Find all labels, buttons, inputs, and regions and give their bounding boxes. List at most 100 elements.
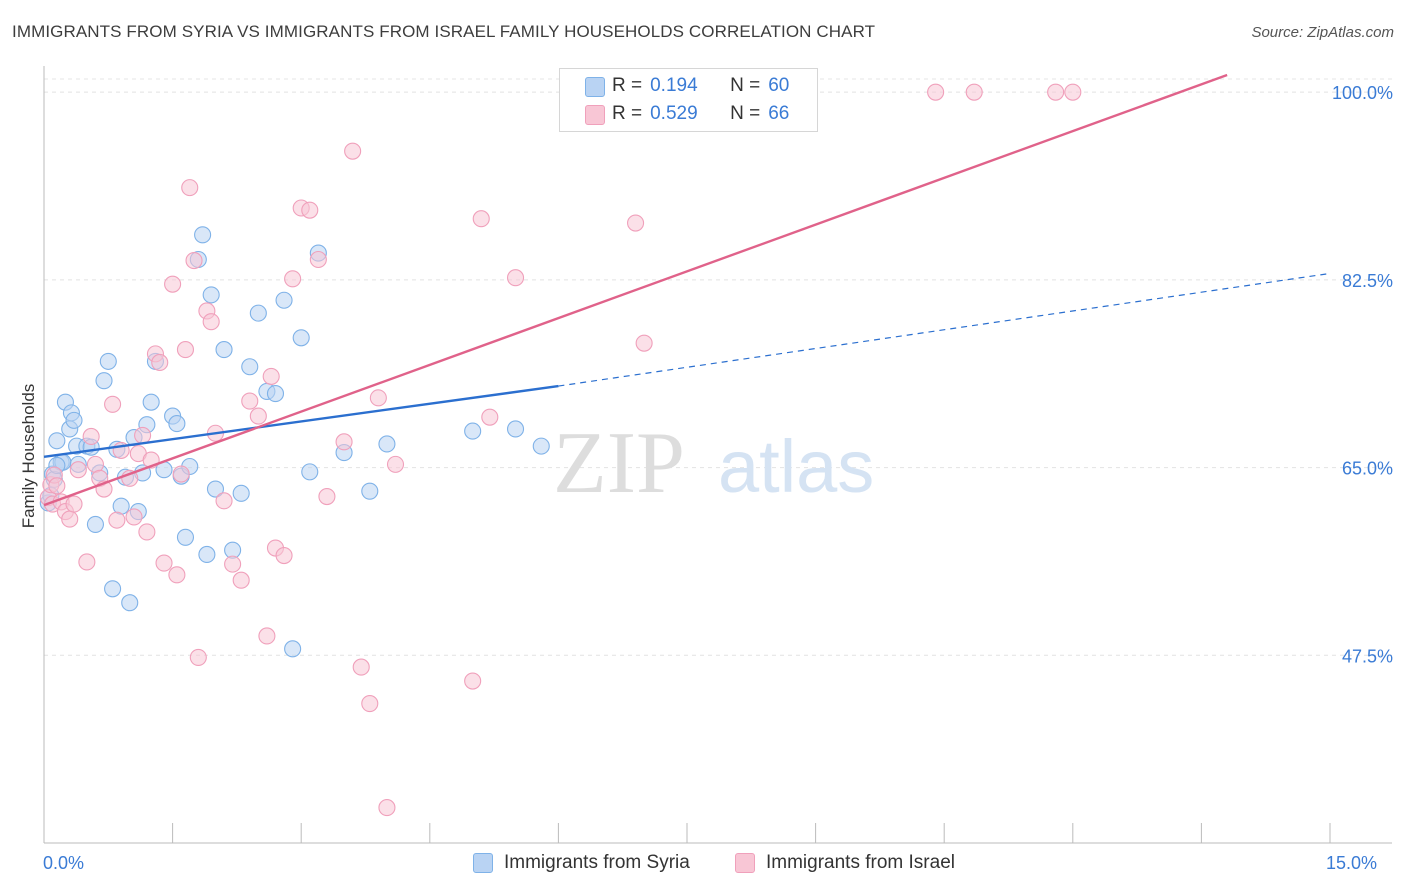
series-legend-label: Immigrants from Syria	[504, 852, 690, 873]
israel-point	[202, 313, 220, 331]
israel-point	[361, 695, 379, 713]
israel-point	[301, 201, 319, 219]
israel-point	[965, 83, 983, 101]
legend-r-label: R =	[612, 75, 643, 96]
watermark-zip: ZIP	[553, 415, 685, 512]
israel-point	[506, 269, 525, 287]
israel-point	[65, 495, 83, 513]
israel-point	[181, 179, 199, 197]
israel-point	[215, 492, 233, 510]
legend-row-syria: R = 0.194 N = 60	[585, 73, 790, 99]
syria-point	[241, 358, 259, 376]
israel-point	[352, 658, 370, 676]
y-tick-label: 47.5%	[1342, 646, 1393, 666]
syria-point	[232, 484, 250, 502]
israel-point	[134, 426, 152, 444]
legend-n-value: 60	[768, 75, 790, 96]
y-tick-label: 100.0%	[1332, 83, 1393, 103]
syria-point	[249, 304, 267, 322]
israel-point	[172, 465, 190, 483]
israel-point	[176, 341, 195, 359]
legend-swatch-israel	[585, 105, 605, 125]
syria-trend-extension	[558, 272, 1331, 387]
syria-point	[378, 435, 396, 453]
syria-point	[202, 286, 220, 304]
israel-point	[472, 210, 490, 228]
israel-point	[61, 510, 79, 528]
legend-r-value: 0.194	[650, 75, 698, 96]
israel-point	[369, 389, 387, 407]
syria-point	[506, 420, 525, 438]
israel-point	[48, 477, 66, 495]
series-swatch-syria	[473, 853, 493, 873]
chart-title: IMMIGRANTS FROM SYRIA VS IMMIGRANTS FROM…	[12, 22, 876, 41]
israel-trend-line	[43, 73, 1228, 507]
syria-point	[121, 594, 139, 612]
y-axis-title: Family Households	[19, 384, 38, 529]
israel-point	[249, 407, 267, 425]
x-tick-label-max: 15.0%	[1326, 853, 1378, 873]
israel-point	[635, 334, 653, 352]
israel-point	[185, 252, 203, 270]
syria-point	[99, 352, 117, 370]
israel-point	[275, 546, 293, 565]
correlation-legend: R = 0.194 N = 60 R = 0.529 N = 66	[559, 68, 818, 132]
legend-row-israel: R = 0.529 N = 66	[585, 101, 789, 127]
legend-r-value: 0.529	[650, 103, 698, 124]
legend-n-label: N =	[730, 75, 761, 96]
israel-point	[284, 270, 302, 288]
israel-point	[258, 627, 276, 645]
israel-point	[168, 566, 186, 584]
series-legend-syria[interactable]: Immigrants from Syria	[473, 852, 690, 874]
israel-point	[155, 554, 173, 572]
israel-point	[82, 427, 100, 446]
israel-point	[1047, 83, 1065, 101]
syria-point	[142, 393, 160, 411]
syria-point	[206, 480, 225, 498]
syria-point	[284, 640, 302, 658]
series-swatch-israel	[735, 853, 755, 873]
israel-point	[138, 523, 156, 541]
syria-point	[194, 226, 212, 244]
israel-point	[78, 553, 96, 571]
israel-point	[344, 142, 362, 160]
israel-point	[464, 672, 482, 690]
israel-point	[151, 353, 169, 372]
syria-point	[95, 372, 113, 390]
series-legend: Immigrants from Syria Immigrants from Is…	[0, 852, 1406, 878]
israel-point	[104, 395, 122, 413]
israel-point	[108, 511, 126, 529]
israel-point	[262, 367, 280, 385]
israel-point	[69, 461, 87, 479]
syria-point	[464, 422, 482, 440]
watermark-atlas: atlas	[718, 425, 874, 508]
israel-point	[927, 83, 945, 101]
syria-point	[176, 528, 195, 546]
israel-point	[232, 571, 250, 589]
israel-point	[386, 455, 405, 473]
israel-point	[125, 508, 143, 526]
israel-point	[241, 392, 259, 410]
israel-point	[189, 648, 207, 666]
syria-point	[532, 437, 550, 455]
syria-point	[361, 482, 379, 500]
source-label: Source: ZipAtlas.com	[1251, 24, 1394, 41]
syria-point	[48, 432, 66, 450]
syria-point	[86, 515, 104, 533]
y-tick-label: 65.0%	[1342, 459, 1393, 479]
syria-point	[275, 291, 293, 309]
legend-swatch-syria	[585, 77, 605, 97]
israel-point	[224, 555, 242, 573]
legend-r-label: R =	[612, 103, 643, 124]
israel-point	[627, 214, 645, 232]
syria-point	[198, 545, 216, 564]
israel-point	[481, 408, 499, 426]
y-tick-label: 82.5%	[1342, 271, 1393, 291]
series-legend-israel[interactable]: Immigrants from Israel	[735, 852, 955, 874]
syria-point	[292, 329, 310, 347]
israel-point	[309, 250, 327, 269]
x-tick-label-min: 0.0%	[43, 853, 85, 873]
israel-point	[318, 487, 336, 506]
israel-point	[1064, 83, 1082, 101]
syria-point	[266, 385, 285, 403]
